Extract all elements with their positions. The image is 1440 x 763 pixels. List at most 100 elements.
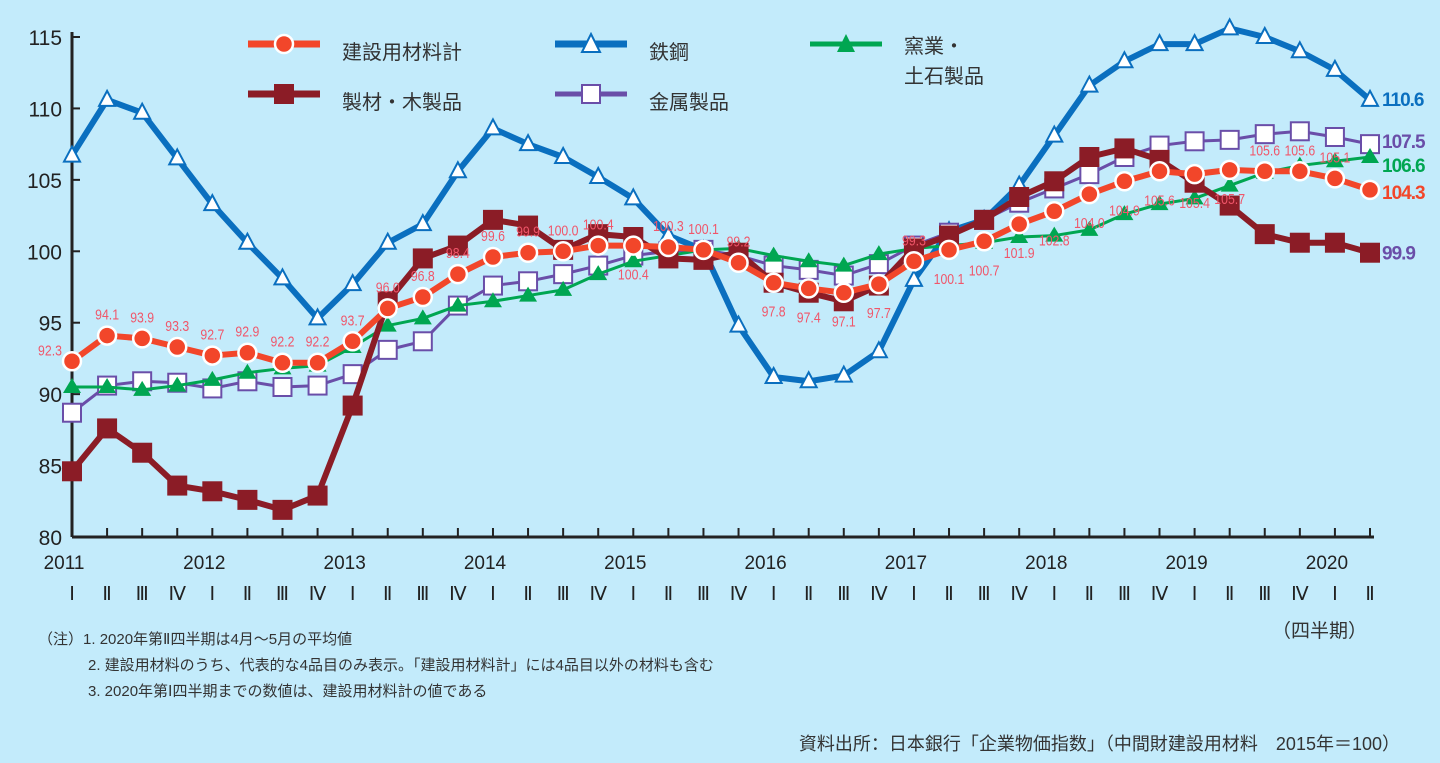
x-tick-label-year: 2020 — [1306, 553, 1348, 574]
data-point-circle-core — [172, 342, 182, 352]
data-point-circle-core — [383, 303, 393, 313]
data-label: 92.3 — [38, 342, 62, 358]
data-point-triangle — [834, 364, 854, 383]
x-tick-label-quarter: Ⅲ — [697, 584, 710, 605]
data-label: 97.8 — [762, 304, 786, 320]
data-point-circle-core — [348, 336, 358, 346]
data-point-triangle — [202, 193, 222, 212]
data-point-circle-core — [663, 242, 673, 252]
x-tick-label-quarter: Ⅰ — [490, 584, 496, 605]
data-point-filled-square — [1114, 138, 1135, 159]
data-point-circle-core — [67, 356, 77, 366]
data-label: 97.1 — [832, 314, 856, 330]
data-point-circle-core — [1225, 165, 1235, 175]
legend-marker-square-icon — [555, 84, 627, 104]
data-point-filled-square — [1324, 232, 1345, 253]
data-point-filled-triangle — [133, 380, 152, 396]
data-label: 97.7 — [867, 305, 891, 321]
x-tick-label-quarter: Ⅱ — [1085, 584, 1094, 605]
x-tick-label-quarter: Ⅳ — [730, 584, 748, 605]
x-tick-label-quarter: Ⅲ — [416, 584, 429, 605]
data-label: 92.2 — [271, 334, 295, 350]
notes: （注）1. 2020年第Ⅱ四半期は4月～5月の平均値 2. 建設用材料のうち、代… — [38, 627, 714, 705]
data-point-square — [1289, 121, 1310, 142]
x-tick-label-quarter: Ⅱ — [664, 584, 673, 605]
legend-item-total: 建設用材料計 — [248, 33, 462, 65]
y-tick-label: 95 — [39, 313, 62, 336]
x-tick-label-quarter: Ⅳ — [1291, 584, 1309, 605]
data-point-filled-triangle — [203, 370, 222, 386]
x-tick-label-quarter: Ⅱ — [243, 584, 252, 605]
data-label: 100.7 — [969, 262, 1000, 278]
data-point-filled-square — [237, 489, 258, 510]
end-label-ceramics: 106.6 — [1382, 156, 1425, 177]
data-label: 99.3 — [902, 232, 926, 248]
legend-label: 金属製品 — [649, 92, 729, 114]
data-point-circle-core — [418, 292, 428, 302]
x-tick-label-quarter: Ⅳ — [449, 584, 467, 605]
legend-marker-filled-triangle-icon — [810, 34, 882, 52]
data-point-circle-core — [137, 333, 147, 343]
data-point-filled-square — [97, 418, 118, 439]
data-point-filled-square — [272, 499, 293, 520]
x-tick-label-quarter: Ⅲ — [136, 584, 149, 605]
data-point-circle-core — [313, 358, 323, 368]
data-point-circle-core — [909, 256, 919, 266]
data-point-circle-core — [874, 279, 884, 289]
legend-label: 建設用材料計 — [342, 42, 462, 64]
end-label-lumber: 99.9 — [1382, 244, 1415, 265]
x-tick-label-quarter: Ⅲ — [276, 584, 289, 605]
data-point-filled-triangle — [448, 296, 467, 312]
data-point-triangle — [1360, 88, 1380, 107]
data-point-circle-core — [1119, 176, 1129, 186]
data-point-circle-core — [804, 283, 814, 293]
data-point-filled-triangle — [799, 252, 818, 268]
data-point-triangle — [307, 307, 328, 326]
x-tick-label-quarter: Ⅳ — [168, 584, 186, 605]
end-label-total: 104.3 — [1382, 183, 1425, 204]
data-label: 100.4 — [583, 216, 614, 232]
data-label: 100.4 — [618, 266, 649, 282]
data-point-circle-core — [944, 245, 954, 255]
data-point-square — [482, 275, 503, 296]
data-point-circle-core — [207, 351, 217, 361]
data-point-triangle — [588, 165, 608, 184]
data-point-triangle — [1149, 33, 1170, 52]
data-label: 96.0 — [376, 279, 400, 295]
data-label: 97.4 — [797, 309, 821, 325]
x-tick-label-quarter: Ⅰ — [1051, 584, 1057, 605]
data-point-square — [1324, 127, 1345, 147]
data-point-filled-square — [1009, 187, 1030, 207]
data-point-square — [553, 264, 574, 285]
data-point-circle-core — [839, 288, 849, 298]
data-point-circle-core — [1155, 166, 1165, 176]
data-point-triangle — [413, 213, 433, 232]
data-point-filled-triangle — [1150, 195, 1169, 211]
data-point-square — [412, 331, 433, 352]
legend-marker-triangle-icon — [555, 32, 627, 53]
end-label-steel: 110.6 — [1382, 90, 1424, 111]
data-point-circle-core — [979, 236, 989, 246]
data-point-triangle — [1220, 17, 1240, 36]
data-point-triangle — [483, 117, 503, 136]
data-point-filled-square — [1289, 232, 1310, 253]
data-point-triangle — [1079, 74, 1100, 93]
data-point-circle-core — [1295, 166, 1305, 176]
data-point-filled-square — [939, 225, 960, 246]
data-label: 93.7 — [341, 312, 365, 328]
data-point-circle-core — [1260, 166, 1270, 176]
data-label: 102.8 — [1039, 232, 1070, 248]
data-point-filled-triangle — [1010, 228, 1029, 243]
data-point-filled-triangle — [483, 292, 502, 308]
legend-label-line1: 窯業・ — [904, 36, 964, 58]
data-point-filled-triangle — [1080, 220, 1099, 236]
data-point-triangle — [553, 145, 573, 164]
legend-label: 鉄鋼 — [649, 42, 689, 64]
series-steel: 110.6 — [62, 17, 1425, 389]
data-point-filled-square — [1079, 147, 1100, 167]
data-point-filled-square — [1254, 224, 1275, 245]
x-tick-label-quarter: Ⅰ — [350, 584, 356, 605]
data-point-triangle — [518, 133, 538, 152]
x-tick-label-quarter: Ⅳ — [870, 584, 888, 605]
data-point-filled-triangle — [589, 265, 608, 281]
